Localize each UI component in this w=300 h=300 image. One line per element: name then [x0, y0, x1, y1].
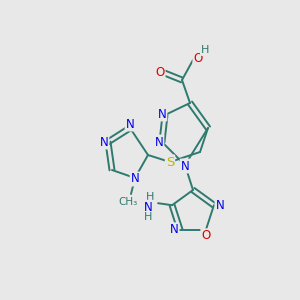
Text: N: N [100, 136, 108, 148]
Text: N: N [130, 172, 140, 185]
Text: H: H [146, 192, 154, 202]
Text: N: N [181, 160, 189, 172]
Text: S: S [166, 155, 174, 169]
Text: CH₃: CH₃ [118, 197, 138, 207]
Text: N: N [144, 201, 152, 214]
Text: O: O [155, 65, 165, 79]
Text: N: N [126, 118, 134, 130]
Text: N: N [158, 107, 166, 121]
Text: N: N [215, 199, 224, 212]
Text: H: H [201, 45, 209, 55]
Text: H: H [144, 212, 152, 222]
Text: O: O [201, 229, 211, 242]
Text: N: N [170, 223, 178, 236]
Text: O: O [194, 52, 202, 64]
Text: N: N [154, 136, 164, 148]
